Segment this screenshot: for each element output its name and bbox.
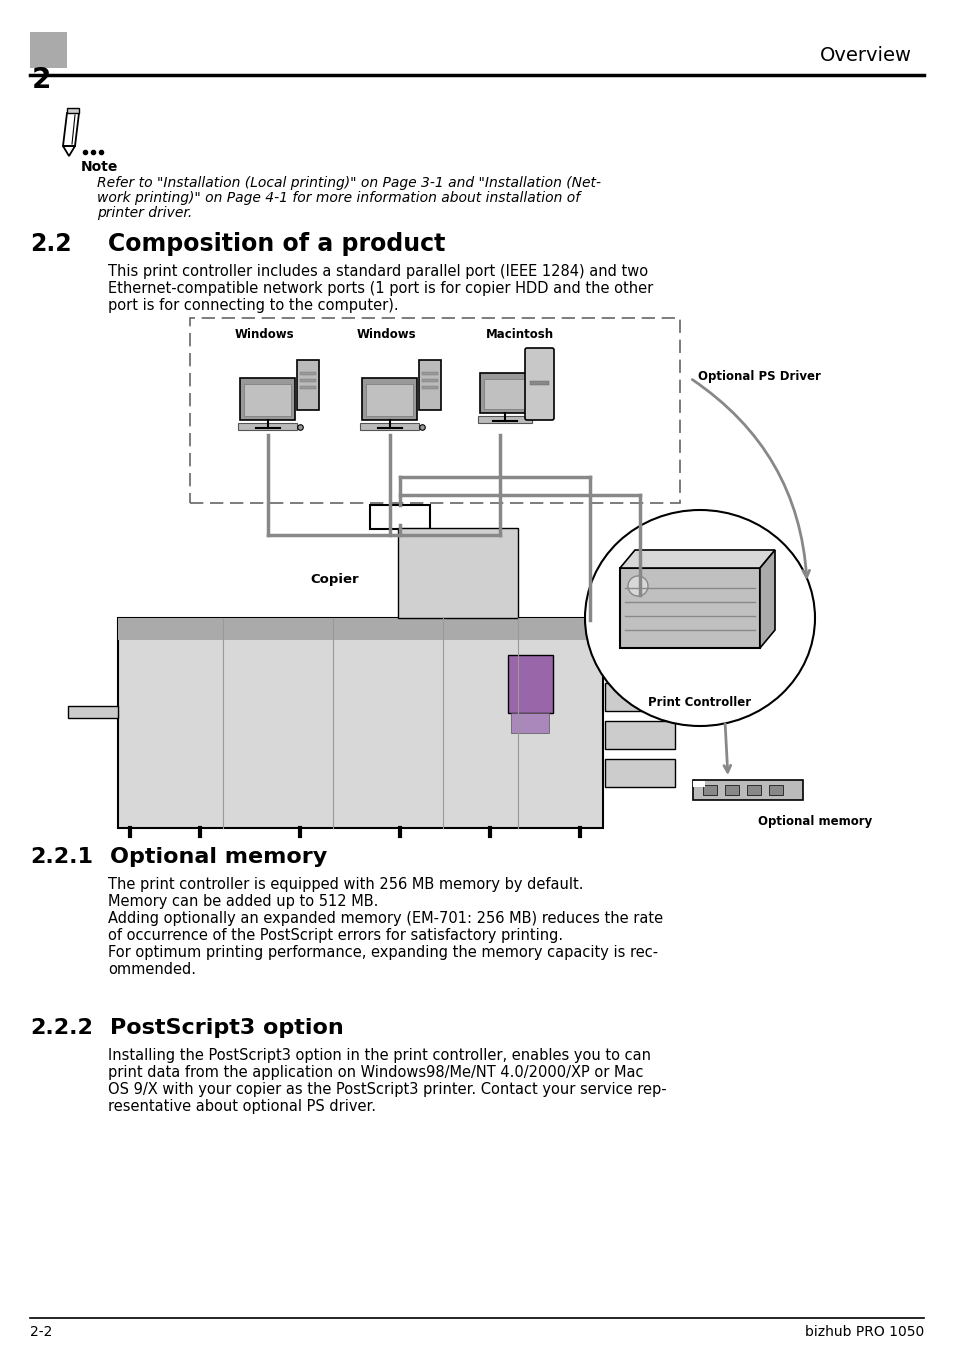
- Bar: [30, 33, 67, 68]
- Text: Installing the PostScript3 option in the print controller, enables you to can: Installing the PostScript3 option in the…: [108, 1048, 650, 1063]
- Text: Optional PS Driver: Optional PS Driver: [698, 369, 820, 383]
- Text: Memory can be added up to 512 MB.: Memory can be added up to 512 MB.: [108, 894, 378, 909]
- Bar: [359, 422, 418, 430]
- Bar: [244, 384, 291, 416]
- Bar: [366, 384, 413, 416]
- Text: work printing)" on Page 4-1 for more information about installation of: work printing)" on Page 4-1 for more inf…: [97, 191, 579, 205]
- Bar: [299, 379, 315, 382]
- Text: 2-2: 2-2: [30, 1325, 52, 1339]
- Circle shape: [627, 576, 647, 596]
- Text: of occurrence of the PostScript errors for satisfactory printing.: of occurrence of the PostScript errors f…: [108, 928, 562, 942]
- Text: For optimum printing performance, expanding the memory capacity is rec-: For optimum printing performance, expand…: [108, 945, 658, 960]
- Text: Windows: Windows: [355, 329, 416, 341]
- Bar: [477, 416, 532, 422]
- Polygon shape: [619, 550, 774, 568]
- Text: PostScript3 option: PostScript3 option: [110, 1018, 343, 1038]
- Bar: [296, 360, 318, 410]
- Bar: [746, 785, 760, 794]
- Bar: [421, 372, 437, 375]
- Text: Ethernet-compatible network ports (1 port is for copier HDD and the other: Ethernet-compatible network ports (1 por…: [108, 281, 653, 296]
- Text: OS 9/X with your copier as the PostScript3 printer. Contact your service rep-: OS 9/X with your copier as the PostScrip…: [108, 1082, 666, 1097]
- Text: ommended.: ommended.: [108, 961, 195, 976]
- Bar: [190, 318, 679, 502]
- Text: printer driver.: printer driver.: [97, 206, 193, 220]
- Bar: [511, 713, 548, 733]
- Text: Composition of a product: Composition of a product: [108, 232, 445, 257]
- Bar: [483, 379, 525, 409]
- Bar: [370, 505, 430, 530]
- Text: 2.2.2: 2.2.2: [30, 1018, 92, 1038]
- Bar: [530, 382, 548, 386]
- Text: resentative about optional PS driver.: resentative about optional PS driver.: [108, 1099, 375, 1114]
- Text: The print controller is equipped with 256 MB memory by default.: The print controller is equipped with 25…: [108, 877, 583, 892]
- Bar: [421, 379, 437, 382]
- Bar: [692, 781, 704, 788]
- Bar: [604, 721, 675, 750]
- Text: 2.2.1: 2.2.1: [30, 847, 92, 866]
- Bar: [68, 706, 118, 718]
- Bar: [768, 785, 782, 794]
- Polygon shape: [692, 779, 802, 800]
- Polygon shape: [760, 550, 774, 648]
- Text: Windows: Windows: [233, 329, 294, 341]
- Bar: [118, 618, 602, 828]
- Text: bizhub PRO 1050: bizhub PRO 1050: [804, 1325, 923, 1339]
- FancyBboxPatch shape: [619, 568, 760, 648]
- Bar: [118, 618, 602, 640]
- Text: 2: 2: [32, 67, 51, 94]
- Bar: [421, 386, 437, 388]
- Bar: [604, 683, 675, 712]
- Text: Optional memory: Optional memory: [758, 815, 871, 828]
- Bar: [240, 378, 294, 420]
- Text: Note: Note: [81, 160, 118, 174]
- Bar: [397, 528, 517, 618]
- Bar: [604, 645, 675, 674]
- Text: Print Controller: Print Controller: [648, 697, 751, 709]
- Text: print data from the application on Windows98/Me/NT 4.0/2000/XP or Mac: print data from the application on Windo…: [108, 1065, 643, 1080]
- Text: port is for connecting to the computer).: port is for connecting to the computer).: [108, 297, 398, 312]
- Bar: [702, 785, 717, 794]
- Bar: [418, 360, 440, 410]
- Text: Optional memory: Optional memory: [110, 847, 327, 866]
- Bar: [479, 373, 530, 413]
- Bar: [299, 386, 315, 388]
- Text: Refer to "Installation (Local printing)" on Page 3-1 and "Installation (Net-: Refer to "Installation (Local printing)"…: [97, 177, 600, 190]
- Bar: [237, 422, 296, 430]
- Text: 2.2: 2.2: [30, 232, 71, 257]
- Text: Overview: Overview: [820, 46, 911, 65]
- Bar: [507, 655, 553, 713]
- Polygon shape: [67, 109, 79, 113]
- Text: Macintosh: Macintosh: [485, 329, 554, 341]
- Text: This print controller includes a standard parallel port (IEEE 1284) and two: This print controller includes a standar…: [108, 263, 647, 278]
- Text: Adding optionally an expanded memory (EM-701: 256 MB) reduces the rate: Adding optionally an expanded memory (EM…: [108, 911, 662, 926]
- Bar: [299, 372, 315, 375]
- Bar: [724, 785, 739, 794]
- Ellipse shape: [584, 511, 814, 727]
- Bar: [604, 759, 675, 788]
- Text: Copier: Copier: [310, 573, 358, 587]
- FancyBboxPatch shape: [524, 348, 554, 420]
- Bar: [361, 378, 416, 420]
